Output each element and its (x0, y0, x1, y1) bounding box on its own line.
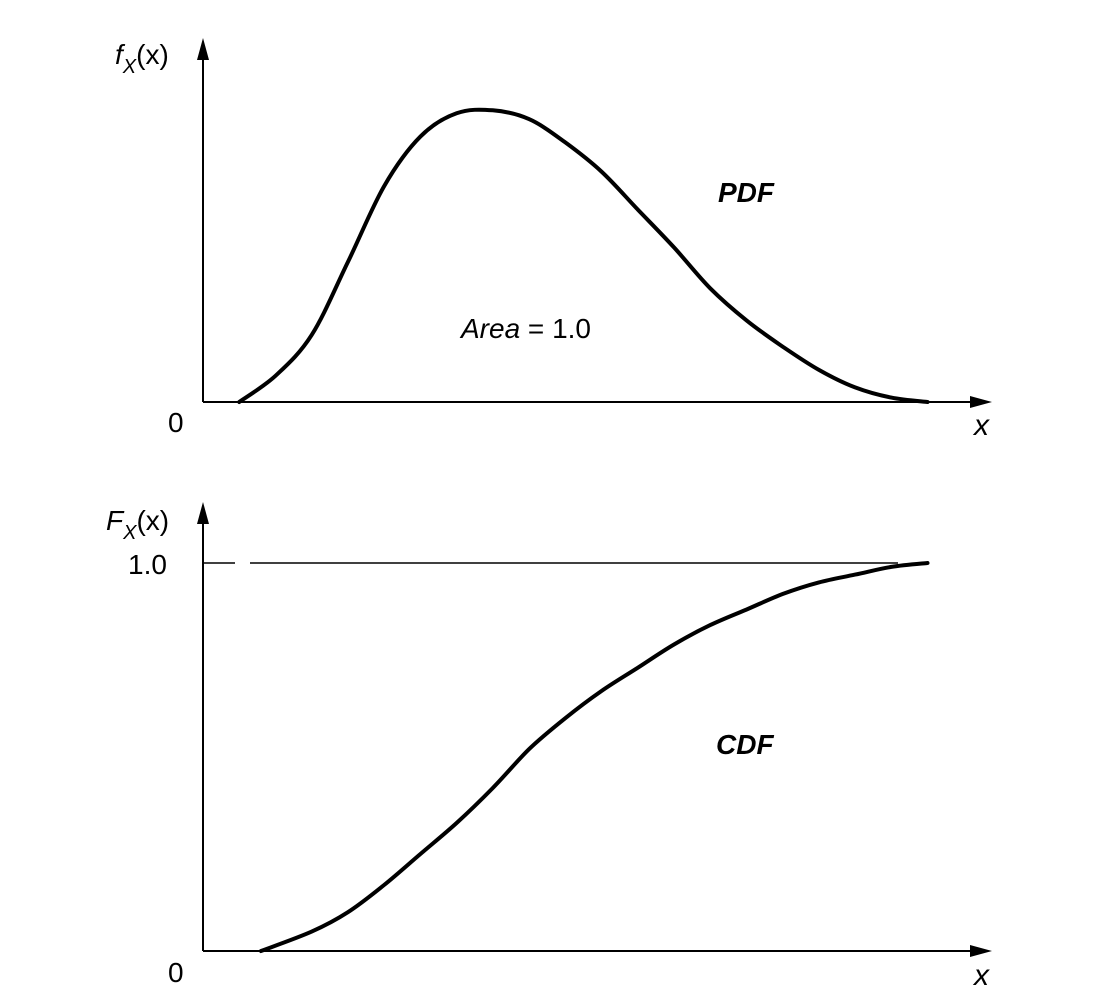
cdf-panel: FX(x) 0 x 1.0 CDF (106, 502, 992, 992)
cdf-y-label-sub: X (122, 522, 137, 544)
pdf-curve-label: PDF (718, 177, 775, 208)
pdf-y-label-sub: X (122, 56, 137, 78)
cdf-x-axis-label: x (972, 959, 990, 992)
cdf-x-axis-arrow (970, 945, 992, 957)
pdf-x-axis-arrow (970, 396, 992, 408)
pdf-origin-label: 0 (168, 407, 184, 438)
pdf-curve (237, 107, 930, 404)
pdf-y-axis-arrow (197, 38, 209, 60)
cdf-y-label-arg: (x) (136, 505, 169, 536)
pdf-y-label-arg: (x) (136, 39, 169, 70)
cdf-y-axis-arrow (197, 502, 209, 524)
pdf-area-annotation-italic: Area (459, 313, 520, 344)
pdf-x-axis-label: x (972, 409, 990, 442)
cdf-y-axis-label: FX(x) (106, 505, 169, 544)
pdf-area-annotation-rest: = 1.0 (520, 313, 591, 344)
pdf-y-axis-label: fX(x) (115, 39, 169, 78)
pdf-area-annotation: Area = 1.0 (459, 313, 591, 344)
pdf-panel: fX(x) 0 x PDF Area = 1.0 (115, 38, 992, 442)
cdf-ytick-label-1: 1.0 (128, 549, 167, 580)
cdf-curve (259, 561, 930, 953)
pdf-y-label-base: f (115, 39, 126, 70)
cdf-origin-label: 0 (168, 957, 184, 988)
cdf-curve-label: CDF (716, 729, 774, 760)
cdf-y-label-base: F (106, 505, 125, 536)
